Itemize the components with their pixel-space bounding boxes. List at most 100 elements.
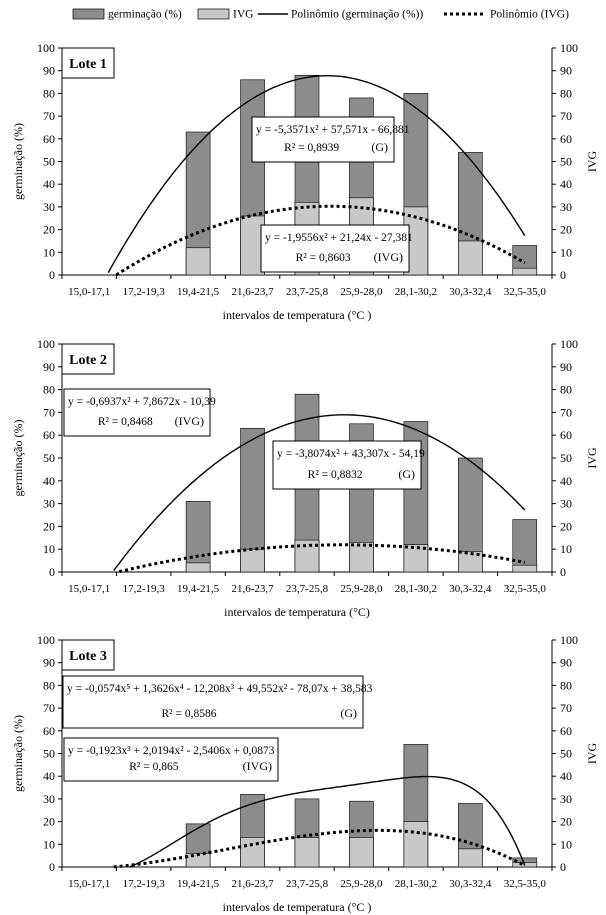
equation-formula: y = -3,8074x² + 43,307x - 54,19 xyxy=(277,448,425,460)
y-tick-label-right: 30 xyxy=(560,497,572,511)
y-tick-label-left: 90 xyxy=(43,360,55,374)
y-tick-label-left: 0 xyxy=(49,565,55,579)
bar-ivg xyxy=(349,837,374,868)
x-tick-label: 30,3-32,4 xyxy=(449,286,492,298)
equation-box-frame xyxy=(260,224,410,273)
x-tick-label: 32,5-35,0 xyxy=(504,286,547,298)
y-tick-label-left: 90 xyxy=(43,64,55,78)
y-tick-label-left: 70 xyxy=(43,701,55,715)
equation-formula: y = -0,0574x⁵ + 1,3626x⁴ - 12,208x³ + 49… xyxy=(67,683,373,695)
y-tick-label-left: 0 xyxy=(49,860,55,874)
equation-formula: y = -0,6937x² + 7,8672x - 10,39 xyxy=(68,396,216,408)
panel-title: Lote 1 xyxy=(69,57,107,72)
y-tick-label-right: 20 xyxy=(560,223,572,237)
equation-tag: (G) xyxy=(340,706,357,720)
y-tick-label-left: 50 xyxy=(43,155,55,169)
bar-ivg xyxy=(458,551,483,573)
y-axis-title-left: germinação (%) xyxy=(11,420,25,497)
equation-formula: y = -1,9556x² + 21,24x - 27,381 xyxy=(265,232,413,244)
y-tick-label-right: 60 xyxy=(560,132,572,146)
y-tick-label-left: 10 xyxy=(43,245,55,259)
y-tick-label-left: 50 xyxy=(43,747,55,761)
y-tick-label-right: 30 xyxy=(560,200,572,214)
y-tick-label-left: 60 xyxy=(43,132,55,146)
y-tick-label-right: 70 xyxy=(560,109,572,123)
y-tick-label-right: 0 xyxy=(560,268,566,282)
y-axis-title-left: germinação (%) xyxy=(11,715,25,792)
y-tick-label-right: 10 xyxy=(560,542,572,556)
y-tick-label-right: 50 xyxy=(560,747,572,761)
x-axis-title: intervalos de temperatura (°C) xyxy=(224,605,370,619)
y-tick-label-right: 30 xyxy=(560,792,572,806)
y-tick-label-right: 80 xyxy=(560,678,572,692)
legend-germ-swatch xyxy=(72,8,105,20)
y-tick-label-right: 70 xyxy=(560,701,572,715)
x-tick-label: 25,9-28,0 xyxy=(340,878,383,890)
y-tick-label-right: 100 xyxy=(560,633,578,647)
bar-ivg xyxy=(458,848,483,868)
x-tick-label: 23,7-25,8 xyxy=(286,878,329,890)
x-tick-label: 19,4-21,5 xyxy=(177,286,220,298)
y-axis-title-right: IVG xyxy=(585,151,599,173)
x-tick-label: 21,6-23,7 xyxy=(231,286,274,298)
y-tick-label-left: 100 xyxy=(37,633,55,647)
equation-formula: y = -0,1923x³ + 2,0194x² - 2,5406x + 0,0… xyxy=(68,745,275,757)
chart-legend: germinação (%) IVG Polinômio (germinação… xyxy=(72,8,569,21)
bar-ivg xyxy=(403,821,429,868)
y-tick-label-right: 90 xyxy=(560,64,572,78)
legend-germ: germinação (%) xyxy=(72,8,182,21)
y-tick-label-right: 20 xyxy=(560,519,572,533)
y-tick-label-right: 0 xyxy=(560,565,566,579)
x-tick-label: 17,2-19,3 xyxy=(123,878,166,890)
y-tick-label-left: 40 xyxy=(43,474,55,488)
y-tick-label-left: 30 xyxy=(43,200,55,214)
y-tick-label-left: 10 xyxy=(43,837,55,851)
x-tick-label: 28,1-30,2 xyxy=(395,583,437,595)
x-tick-label: 19,4-21,5 xyxy=(177,583,220,595)
x-tick-label: 32,5-35,0 xyxy=(504,583,547,595)
x-tick-label: 17,2-19,3 xyxy=(123,286,166,298)
y-tick-label-left: 20 xyxy=(43,815,55,829)
x-axis-title: intervalos de temperatura (°C ) xyxy=(223,308,372,322)
equation-box: y = -5,3571x² + 57,571x - 66,881 R² = 0,8… xyxy=(251,116,410,163)
y-tick-label-left: 80 xyxy=(43,678,55,692)
equation-tag: (IVG) xyxy=(374,250,403,264)
x-tick-label: 15,0-17,1 xyxy=(68,286,110,298)
y-tick-label-right: 90 xyxy=(560,656,572,670)
equation-box-frame xyxy=(63,737,279,782)
bar-ivg xyxy=(458,240,483,276)
legend-ivg-label: IVG xyxy=(233,9,253,21)
panel-title-box xyxy=(61,639,115,671)
y-tick-label-left: 20 xyxy=(43,519,55,533)
panel-title-box xyxy=(61,47,115,79)
x-tick-label: 21,6-23,7 xyxy=(231,583,274,595)
x-tick-label: 28,1-30,2 xyxy=(395,286,437,298)
y-axis-title-left: germinação (%) xyxy=(11,123,25,200)
x-tick-label: 23,7-25,8 xyxy=(286,583,329,595)
y-tick-label-right: 10 xyxy=(560,837,572,851)
legend-poly-germ: Polinômio (germinação (%)) xyxy=(258,9,423,21)
y-tick-label-left: 40 xyxy=(43,177,55,191)
equation-tag: (IVG) xyxy=(175,414,204,428)
x-tick-label: 30,3-32,4 xyxy=(449,878,492,890)
legend-poly-ivg: Polinômio (IVG) xyxy=(444,9,569,21)
y-tick-label-right: 80 xyxy=(560,383,572,397)
y-tick-label-left: 70 xyxy=(43,109,55,123)
y-tick-label-left: 20 xyxy=(43,223,55,237)
equation-box-frame xyxy=(63,388,211,437)
legend-ivg: IVG xyxy=(197,9,253,21)
bar-ivg xyxy=(403,544,429,573)
y-tick-label-left: 60 xyxy=(43,428,55,442)
y-tick-label-left: 90 xyxy=(43,656,55,670)
x-tick-label: 21,6-23,7 xyxy=(231,878,274,890)
bar-germinacao xyxy=(512,519,538,573)
y-tick-label-left: 80 xyxy=(43,86,55,100)
y-tick-label-right: 80 xyxy=(560,86,572,100)
y-tick-label-left: 100 xyxy=(37,337,55,351)
equation-tag: (G) xyxy=(371,140,388,154)
chart-panel-1: 0 0 10 10 20 20 30 30 40 40 50 50 60 60 70 70 80 80 90 90 10… xyxy=(11,41,599,322)
bar-germinacao xyxy=(185,501,211,573)
y-axis-title-right: IVG xyxy=(585,743,599,765)
y-tick-label-right: 20 xyxy=(560,815,572,829)
bar-ivg xyxy=(349,542,374,573)
